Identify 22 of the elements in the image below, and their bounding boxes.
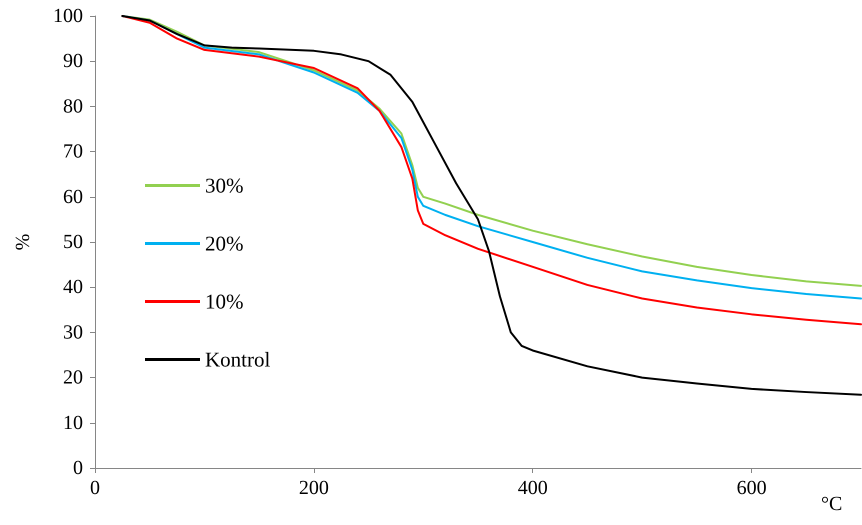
x-tick-label: 0 <box>90 477 100 499</box>
legend-label: Kontrol <box>205 348 270 372</box>
y-tick-label: 0 <box>73 457 83 479</box>
y-tick-label: 50 <box>63 231 83 253</box>
y-tick-label: 60 <box>63 186 83 208</box>
y-tick-label: 20 <box>63 366 83 389</box>
legend-label: 30% <box>205 174 244 198</box>
line-series <box>121 15 862 396</box>
legend-label: 20% <box>205 232 244 256</box>
y-tick-label: 90 <box>63 50 83 72</box>
y-tick-label: 10 <box>63 412 83 434</box>
x-tick-label: 200 <box>298 477 329 499</box>
y-axis-title: % <box>12 234 34 250</box>
y-tick-label: 40 <box>63 276 83 298</box>
y-tick-label: 70 <box>63 140 83 163</box>
x-axis-title: °C <box>821 493 842 515</box>
x-tick-label: 600 <box>736 477 767 499</box>
x-tick-label: 400 <box>518 477 548 499</box>
y-tick-label: 80 <box>63 95 83 118</box>
y-tick-label: 30 <box>63 321 83 344</box>
legend-label: 10% <box>205 290 244 314</box>
y-tick-label: 100 <box>53 5 83 27</box>
